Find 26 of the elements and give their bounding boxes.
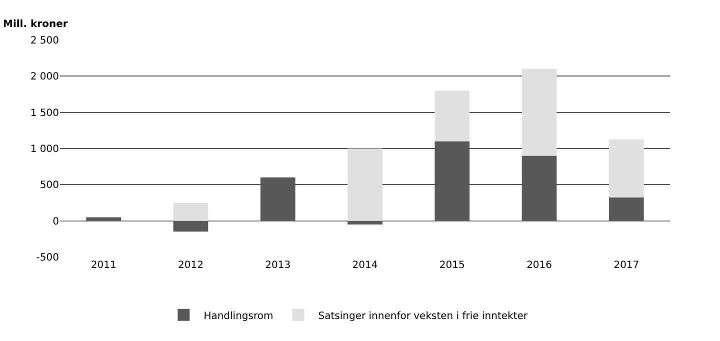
y-tick-label: 1 500 — [30, 108, 59, 119]
y-tick-label: 0 — [52, 216, 59, 228]
bar — [434, 90, 470, 142]
legend-label: Satsinger innenfor veksten i frie inntekter — [318, 310, 528, 322]
x-tick-label: 2016 — [526, 260, 552, 271]
bar — [348, 148, 382, 221]
bar — [348, 220, 382, 224]
bar — [609, 197, 644, 221]
x-tick-label: 2011 — [90, 260, 116, 271]
x-tick-label: 2012 — [178, 260, 204, 271]
y-tick-label: 500 — [40, 180, 59, 192]
y-tick-label: 2 500 — [30, 36, 59, 46]
bar — [173, 202, 208, 221]
x-tick-label: 2013 — [265, 260, 291, 271]
y-axis-title: Mill. kroner — [3, 19, 68, 30]
x-tick-label: 2015 — [439, 260, 465, 271]
y-tick-label: -500 — [36, 252, 59, 264]
bar — [173, 220, 208, 232]
y-tick-label: 2 000 — [30, 72, 59, 83]
legend-label: Handlingsrom — [204, 310, 274, 322]
bar — [609, 139, 644, 198]
y-tick-label: 1 000 — [30, 144, 59, 155]
x-tick-label: 2014 — [352, 260, 378, 271]
x-tick-label: 2017 — [614, 260, 640, 271]
bar — [522, 68, 557, 156]
bar — [86, 217, 121, 221]
